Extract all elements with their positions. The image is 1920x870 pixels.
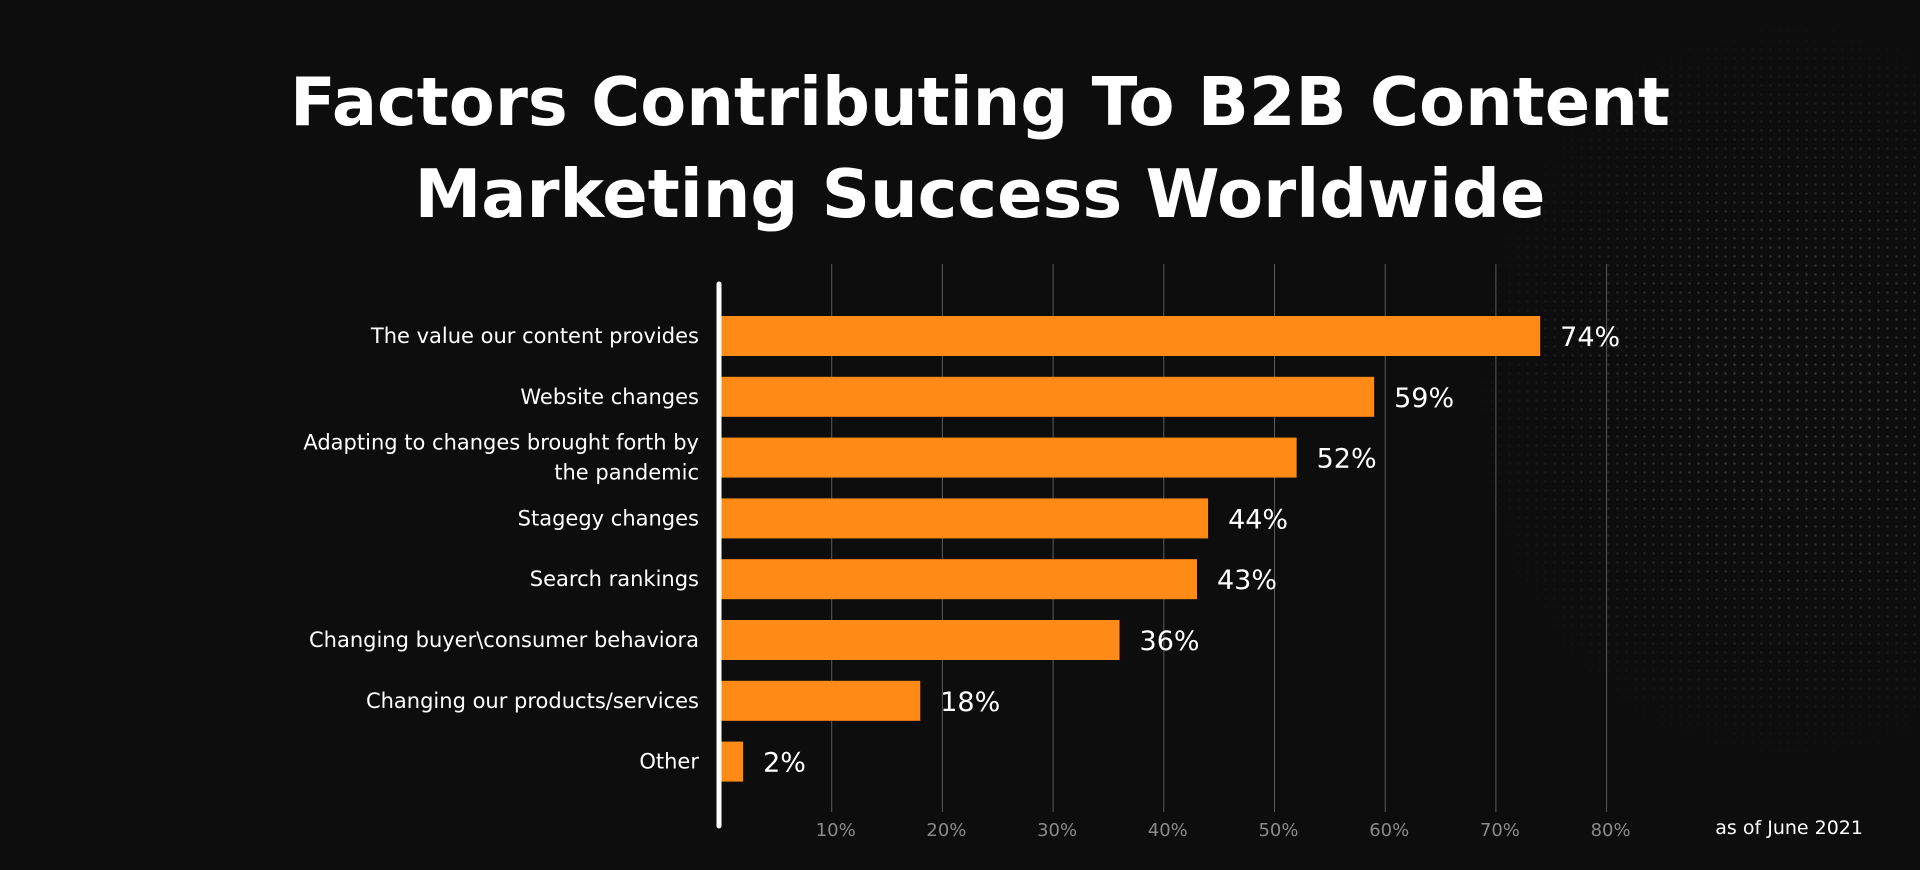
bar [721, 741, 744, 782]
footnote: as of June 2021 [1715, 817, 1863, 839]
x-tick-label: 70% [1480, 820, 1520, 841]
x-tick-label: 50% [1258, 820, 1298, 841]
bar [721, 498, 1209, 539]
bar [721, 437, 1297, 478]
value-label: 74% [1560, 322, 1620, 353]
category-label: The value our content provides [370, 324, 699, 348]
chart-title: Factors Contributing To B2B Content Mark… [290, 63, 1670, 233]
value-label: 18% [940, 687, 1000, 718]
background-dot-pattern [1280, 0, 1920, 870]
value-label: 2% [763, 748, 806, 779]
x-tick-label: 80% [1591, 820, 1631, 841]
bar [721, 376, 1375, 417]
x-tick-label: 20% [926, 820, 966, 841]
value-label: 44% [1228, 504, 1288, 535]
x-tick-label: 60% [1369, 820, 1409, 841]
x-tick-label: 40% [1148, 820, 1188, 841]
bar [721, 559, 1198, 600]
category-label: Website changes [520, 385, 699, 409]
bar [721, 620, 1120, 660]
bar [721, 316, 1541, 356]
category-label: Other [639, 750, 699, 774]
x-tick-label: 10% [816, 820, 856, 841]
bar [721, 680, 921, 721]
value-label: 52% [1317, 444, 1377, 475]
category-label: Search rankings [530, 567, 699, 591]
category-label: Changing buyer\consumer behaviora [309, 628, 699, 652]
value-label: 43% [1217, 565, 1277, 596]
value-label: 59% [1394, 383, 1454, 414]
category-label: Adapting to changes brought forth by the … [303, 431, 699, 485]
category-label: Stagegy changes [518, 506, 699, 530]
category-label: Changing our products/services [366, 689, 699, 713]
x-tick-label: 30% [1037, 820, 1077, 841]
value-label: 36% [1140, 626, 1200, 657]
